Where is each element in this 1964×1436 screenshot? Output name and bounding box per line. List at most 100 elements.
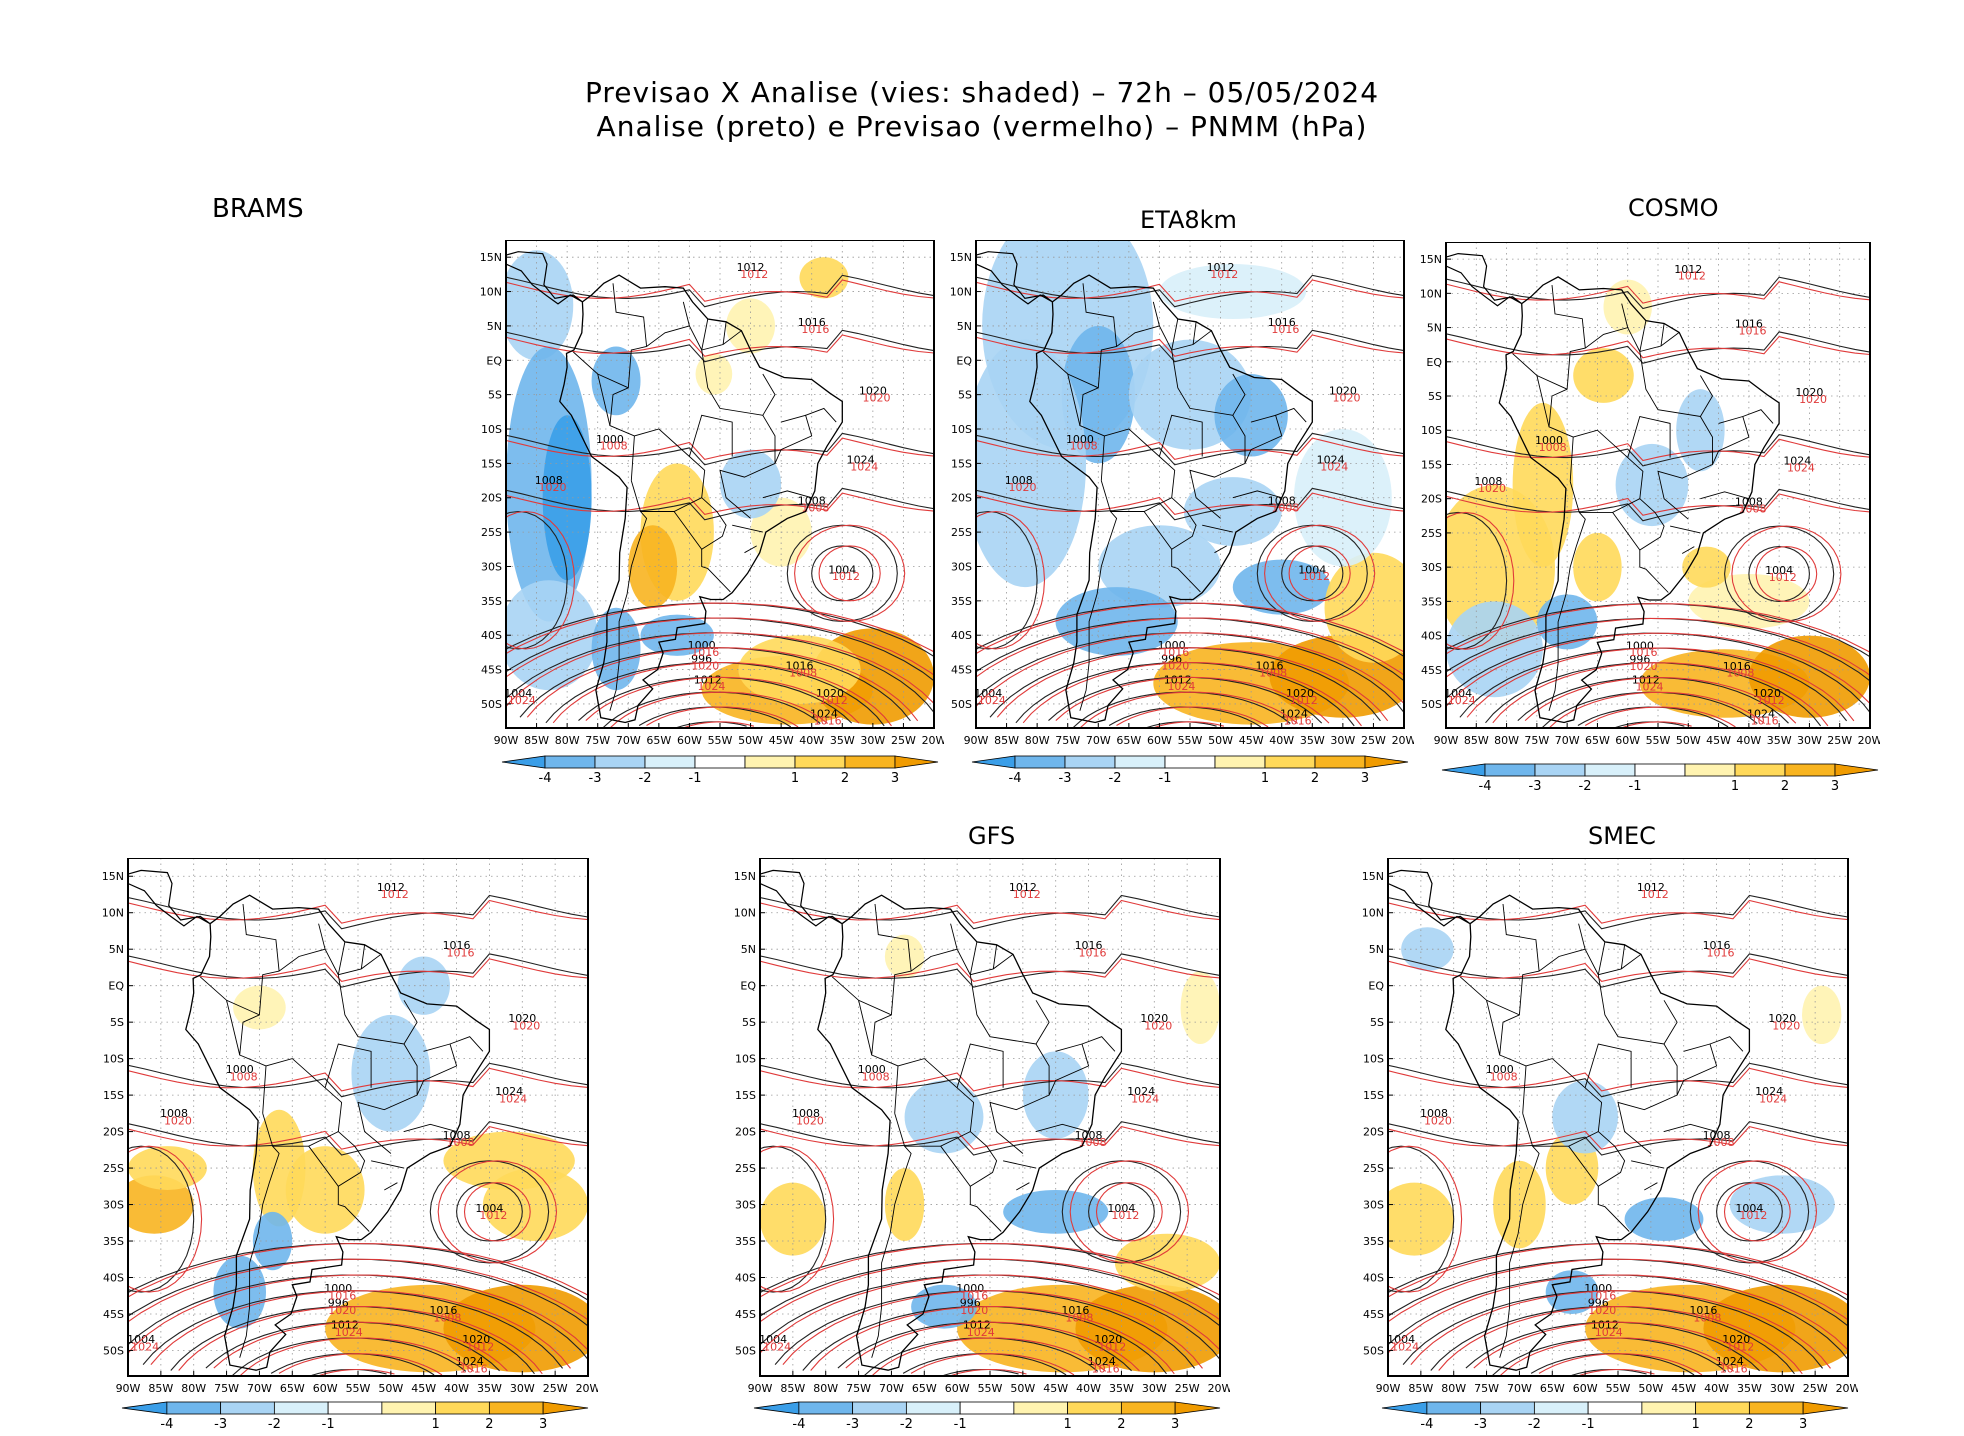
forecast-isobar-label: 1020 xyxy=(164,1114,192,1127)
country-border xyxy=(992,944,998,969)
country-border xyxy=(1551,285,1586,349)
lon-tick-label: 40W xyxy=(799,734,824,747)
forecast-isobar xyxy=(976,602,1404,655)
bias-shade xyxy=(1624,1197,1704,1242)
lat-tick-label: 25S xyxy=(103,1162,124,1175)
bias-shade xyxy=(720,449,782,519)
country-border xyxy=(1597,941,1606,975)
country-border xyxy=(239,948,382,1114)
country-border xyxy=(1676,1043,1718,1096)
country-border xyxy=(874,903,912,972)
bias-shade xyxy=(760,1182,826,1256)
colorbar-segment xyxy=(273,1401,329,1415)
colorbar-segment xyxy=(1484,763,1536,777)
lon-tick-label: 40W xyxy=(1076,1382,1101,1395)
forecast-isobar xyxy=(1473,1321,1768,1372)
colorbar-segment xyxy=(1426,1401,1482,1415)
lat-tick-label: 35S xyxy=(1363,1235,1384,1248)
country-border xyxy=(1657,416,1713,520)
lat-tick-label: 30S xyxy=(951,560,972,573)
analysis-isobar-label: 1008 xyxy=(1005,474,1033,487)
analysis-isobar xyxy=(760,1145,827,1293)
lat-tick-label: 45S xyxy=(103,1308,124,1321)
lon-tick-label: 75W xyxy=(1524,734,1549,747)
lon-tick-label: 30W xyxy=(1330,734,1355,747)
lat-tick-label: 25S xyxy=(481,526,502,539)
analysis-isobar-label: 1008 xyxy=(160,1107,188,1120)
forecast-isobar xyxy=(506,510,576,650)
forecast-isobar-label: 1020 xyxy=(960,1304,988,1317)
country-border xyxy=(1082,283,1118,347)
lon-tick-label: 55W xyxy=(1606,1382,1631,1395)
south-america-coastline xyxy=(817,894,1123,1371)
forecast-isobar xyxy=(1446,632,1870,708)
lon-tick-label: 25W xyxy=(1827,734,1852,747)
forecast-isobar xyxy=(1095,1182,1163,1242)
analysis-isobar-label: 1024 xyxy=(847,453,875,466)
country-border xyxy=(1079,325,1212,481)
south-america-coastline xyxy=(1445,894,1751,1371)
country-border xyxy=(871,1145,912,1358)
colorbar-label: 2 xyxy=(1117,1417,1125,1432)
lon-tick-label: 40W xyxy=(444,1382,469,1395)
country-border xyxy=(969,1186,1002,1232)
country-border xyxy=(200,976,260,1016)
lon-tick-label: 65W xyxy=(1116,734,1141,747)
country-border xyxy=(1048,1043,1090,1096)
country-border xyxy=(805,407,837,423)
forecast-isobar xyxy=(1388,899,1848,924)
lat-tick-label: 15N xyxy=(1362,870,1384,883)
lat-tick-label: 40S xyxy=(951,629,972,642)
analysis-isobar xyxy=(506,510,568,650)
analysis-isobar-label: 1000 xyxy=(858,1063,886,1076)
bias-shade xyxy=(1214,374,1288,457)
forecast-isobar-label: 1008 xyxy=(230,1071,258,1084)
country-border xyxy=(1522,1058,1603,1147)
country-border xyxy=(1639,351,1714,417)
country-border xyxy=(940,1131,998,1187)
colorbar-label: -1 xyxy=(1629,779,1642,794)
colorbar-label: -4 xyxy=(160,1417,173,1432)
country-border xyxy=(403,1123,457,1133)
lon-tick-label: 70W xyxy=(879,1382,904,1395)
colorbar-segment xyxy=(744,755,796,769)
forecast-isobar xyxy=(760,1242,1220,1298)
forecast-isobar-label: 1016 xyxy=(960,1289,988,1302)
lat-tick-label: 40S xyxy=(481,629,502,642)
lon-tick-label: 50W xyxy=(738,734,763,747)
lon-tick-label: 25W xyxy=(891,734,916,747)
forecast-isobar xyxy=(1697,1160,1818,1264)
forecast-isobar-label: 1020 xyxy=(512,1019,540,1032)
forecast-isobar-label: 1020 xyxy=(538,481,566,494)
lon-tick-label: 55W xyxy=(708,734,733,747)
colorbar-label: -4 xyxy=(792,1417,805,1432)
colorbar-label: -4 xyxy=(1420,1417,1433,1432)
analysis-isobar-label: 1012 xyxy=(1164,673,1192,686)
analysis-isobar-label: 1020 xyxy=(1094,1333,1122,1346)
forecast-isobar xyxy=(1755,546,1818,602)
lon-tick-label: 75W xyxy=(585,734,610,747)
forecast-isobar-label: 1024 xyxy=(1759,1092,1787,1105)
analysis-isobar-label: 1008 xyxy=(792,1107,820,1120)
forecast-isobar-label: 1012 xyxy=(381,888,409,901)
country-border xyxy=(1016,1182,1030,1191)
lon-tick-label: 35W xyxy=(1109,1382,1134,1395)
lat-tick-label: 35S xyxy=(481,595,502,608)
analysis-isobar-label: 1024 xyxy=(1716,1355,1744,1368)
analysis-isobar-label: 1012 xyxy=(1632,674,1660,687)
lat-tick-label: 10N xyxy=(950,286,972,299)
lon-tick-label: 35W xyxy=(1300,734,1325,747)
colorbar-label: 3 xyxy=(1799,1417,1807,1432)
central-america-coastline xyxy=(128,869,211,927)
analysis-isobar-label: 1000 xyxy=(596,433,624,446)
forecast-isobar-label: 1024 xyxy=(1391,1340,1419,1353)
forecast-isobar xyxy=(506,279,934,302)
analysis-isobar-label: 1016 xyxy=(1061,1304,1089,1317)
lon-tick-label: 50W xyxy=(1638,1382,1663,1395)
colorbar-segment xyxy=(1784,763,1836,777)
colorbar-label: -2 xyxy=(900,1417,913,1432)
south-america-coastline xyxy=(185,894,491,1371)
lat-tick-label: 10N xyxy=(102,907,124,920)
forecast-isobar xyxy=(319,1368,395,1376)
panel-title-brams: BRAMS xyxy=(212,194,304,224)
